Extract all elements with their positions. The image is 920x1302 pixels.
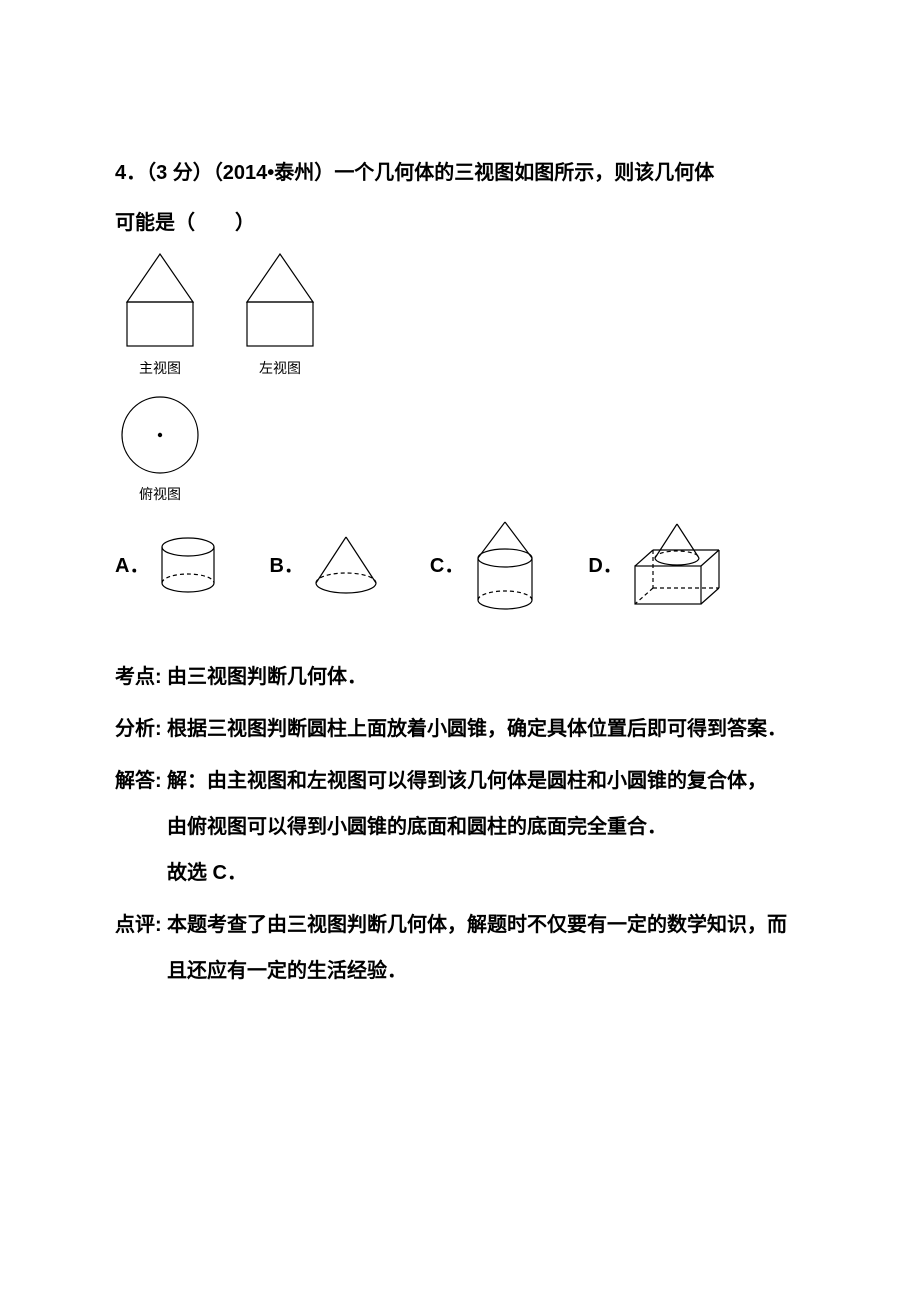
question-line-1: 4．（3 分）（2014•泰州）一个几何体的三视图如图所示，则该几何体 (115, 150, 805, 196)
dianping-text: 本题考查了由三视图判断几何体，解题时不仅要有一定的数学知识，而且还应有一定的生活… (167, 902, 805, 994)
option-a-label: A． (115, 543, 149, 589)
dianping-row: 点评: 本题考查了由三视图判断几何体，解题时不仅要有一定的数学知识，而且还应有一… (115, 902, 805, 994)
jieda-row: 解答: 解：由主视图和左视图可以得到该几何体是圆柱和小圆锥的复合体， 由俯视图可… (115, 758, 805, 896)
option-d-label: D． (588, 543, 622, 589)
fenxi-row: 分析: 根据三视图判断圆柱上面放着小圆锥，确定具体位置后即可得到答案． (115, 706, 805, 752)
kaodian-label: 考点: (115, 654, 167, 700)
option-b-label: B． (269, 543, 303, 589)
front-view-cell: 主视图 (115, 252, 205, 386)
left-view-label: 左视图 (259, 354, 301, 386)
option-d-icon (625, 520, 729, 612)
views-row-2: 俯视图 (115, 392, 805, 512)
top-view-cell: 俯视图 (115, 392, 205, 512)
option-c-label: C． (430, 543, 464, 589)
option-b-icon (306, 533, 386, 599)
left-view-cell: 左视图 (235, 252, 325, 386)
top-view-label: 俯视图 (139, 480, 181, 512)
kaodian-row: 考点: 由三视图判断几何体． (115, 654, 805, 700)
question-line-2: 可能是（ ） (115, 200, 805, 246)
dianping-label: 点评: (115, 902, 167, 948)
question-text-1: 一个几何体的三视图如图所示，则该几何体 (334, 162, 714, 184)
question-number: 4． (115, 162, 146, 184)
front-view-label: 主视图 (139, 354, 181, 386)
options-row: A． B． C． (115, 518, 805, 614)
fenxi-label: 分析: (115, 706, 167, 752)
fenxi-text: 根据三视图判断圆柱上面放着小圆锥，确定具体位置后即可得到答案． (167, 706, 805, 752)
question-source: （2014•泰州） (213, 162, 335, 184)
kaodian-text: 由三视图判断几何体． (167, 654, 805, 700)
option-c-icon (466, 518, 544, 614)
question-points: （3 分） (146, 162, 213, 184)
jieda-line-2: 由俯视图可以得到小圆锥的底面和圆柱的底面完全重合． (167, 804, 805, 850)
top-view-icon (115, 392, 205, 478)
jieda-line-3: 故选 C． (167, 850, 805, 896)
jieda-label: 解答: (115, 758, 167, 804)
left-view-icon (235, 252, 325, 352)
page: 4．（3 分）（2014•泰州）一个几何体的三视图如图所示，则该几何体 可能是（… (0, 0, 920, 1302)
option-a-icon (151, 535, 225, 597)
front-view-icon (115, 252, 205, 352)
views-row-1: 主视图 左视图 (115, 252, 805, 386)
jieda-body: 解：由主视图和左视图可以得到该几何体是圆柱和小圆锥的复合体， 由俯视图可以得到小… (167, 758, 805, 896)
jieda-line-1: 解：由主视图和左视图可以得到该几何体是圆柱和小圆锥的复合体， (167, 758, 805, 804)
